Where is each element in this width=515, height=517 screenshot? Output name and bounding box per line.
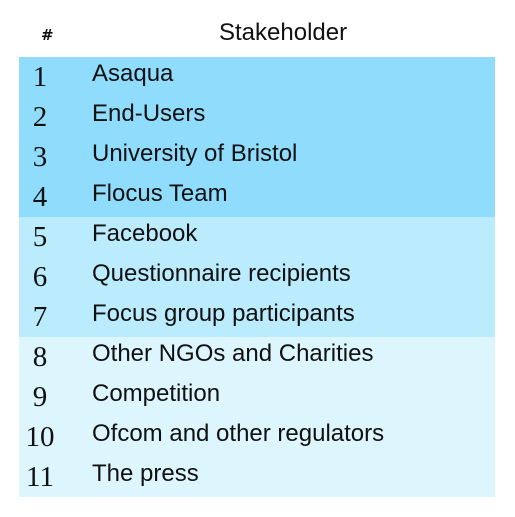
row-number: 5 — [32, 221, 48, 253]
stakeholder-name: Other NGOs and Charities — [92, 340, 374, 367]
row-number: 6 — [32, 261, 48, 293]
table-row: 10 Ofcom and other regulators — [19, 417, 495, 457]
stakeholder-name: Asaqua — [92, 60, 174, 87]
table-row: 8 Other NGOs and Charities — [19, 337, 495, 377]
stakeholder-name: Competition — [92, 380, 221, 407]
row-number: 10 — [25, 421, 55, 453]
row-number: 1 — [32, 61, 48, 93]
stakeholder-name: Focus group participants — [92, 300, 355, 327]
table-row: 9 Competition — [19, 377, 495, 417]
row-number: 9 — [32, 381, 48, 413]
row-number: 3 — [32, 141, 48, 173]
stakeholder-name: End-Users — [92, 100, 206, 127]
table-header: # Stakeholder — [19, 15, 495, 57]
stakeholder-table: # Stakeholder 1 Asaqua 2 End-Users 3 Uni… — [19, 15, 495, 497]
table-row: 4 Flocus Team — [19, 177, 495, 217]
table-row: 7 Focus group participants — [19, 297, 495, 337]
row-number: 2 — [32, 101, 48, 133]
table-row: 11 The press — [19, 457, 495, 497]
row-number: 11 — [26, 461, 54, 493]
stakeholder-name: Ofcom and other regulators — [92, 420, 385, 447]
column-header-number: # — [41, 26, 54, 44]
table-row: 2 End-Users — [19, 97, 495, 137]
stakeholder-name: Flocus Team — [92, 180, 228, 207]
table-row: 3 University of Bristol — [19, 137, 495, 177]
stakeholder-name: Questionnaire recipients — [92, 260, 351, 287]
row-number: 4 — [32, 181, 48, 213]
column-header-stakeholder: Stakeholder — [219, 19, 348, 46]
stakeholder-name: Facebook — [92, 220, 198, 247]
row-number: 8 — [32, 341, 48, 373]
stakeholder-name: University of Bristol — [92, 140, 298, 167]
table-row: 1 Asaqua — [19, 57, 495, 97]
table-row: 6 Questionnaire recipients — [19, 257, 495, 297]
stakeholder-name: The press — [92, 460, 199, 487]
row-number: 7 — [32, 301, 48, 333]
table-row: 5 Facebook — [19, 217, 495, 257]
